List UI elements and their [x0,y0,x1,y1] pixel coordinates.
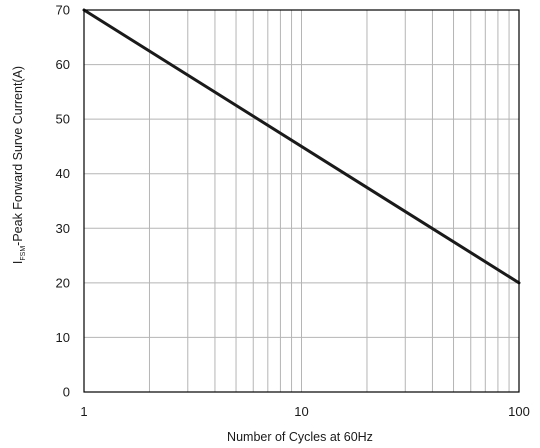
y-tick-label: 10 [56,330,70,345]
y-tick-label: 40 [56,166,70,181]
grid-lines [84,10,519,392]
y-tick-label: 50 [56,112,70,127]
y-axis-title-rest: -Peak Forward Surve Current(A) [11,66,25,246]
y-axis-title-symbol: I [11,261,25,264]
x-tick-label: 10 [294,404,308,419]
y-tick-label: 0 [63,385,70,400]
data-series [82,8,521,285]
plot-frame [83,9,520,393]
y-axis-title: IFSM-Peak Forward Surve Current(A) [11,66,27,264]
y-tick-labels: 0 10 20 30 40 50 60 70 [56,3,70,400]
y-tick-label: 20 [56,275,70,290]
y-tick-label: 30 [56,221,70,236]
y-tick-label: 60 [56,57,70,72]
y-axis-title-subscript: FSM [20,246,27,261]
x-tick-label: 100 [508,404,530,419]
y-tick-label: 70 [56,3,70,18]
x-tick-labels: 1 10 100 [80,404,529,419]
x-tick-label: 1 [80,404,87,419]
series-line [82,8,521,285]
x-axis-title: Number of Cycles at 60Hz [227,430,373,444]
